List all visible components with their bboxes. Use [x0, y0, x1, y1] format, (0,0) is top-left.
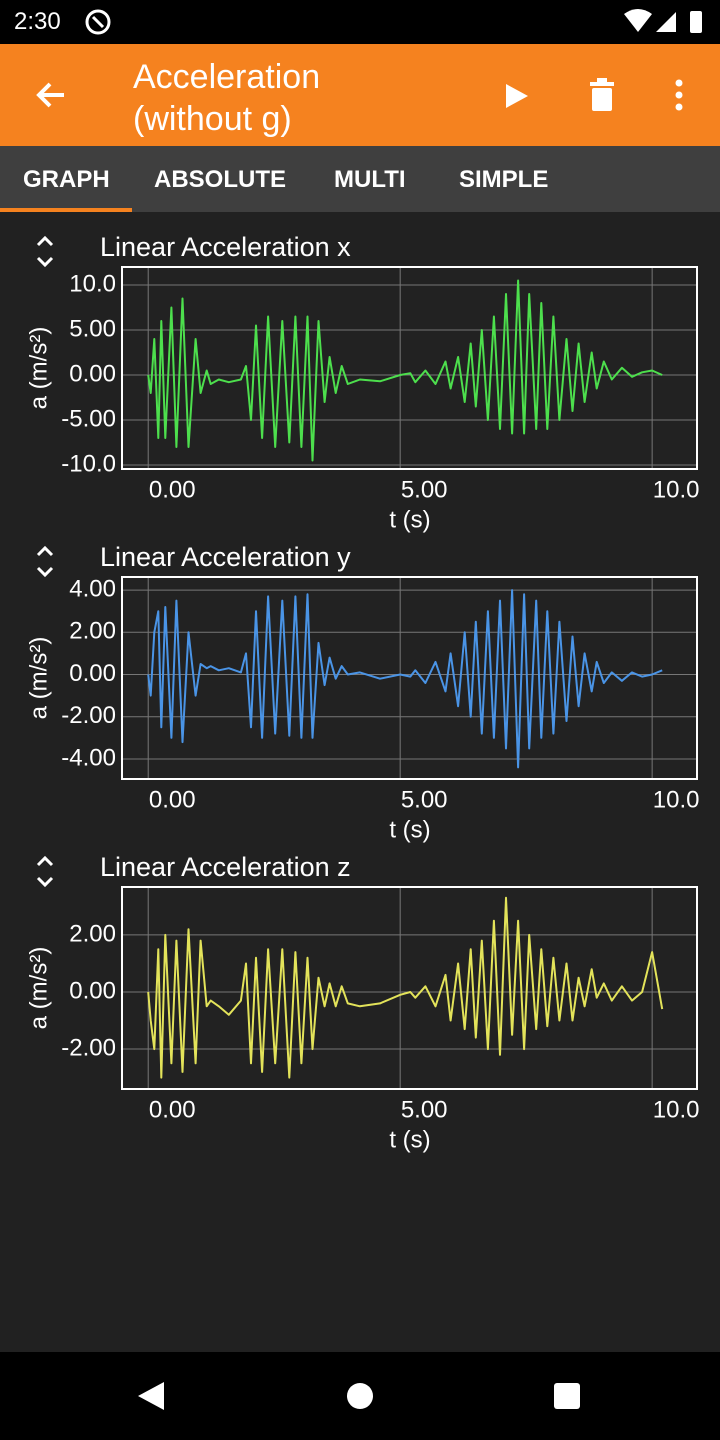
- expand-toggle[interactable]: [36, 545, 54, 578]
- y-tick-label: 5.00: [69, 315, 116, 342]
- plot-background: [122, 887, 697, 1089]
- plot-frame: [121, 266, 698, 470]
- plot-background: [122, 267, 697, 469]
- y-tick-label: 2.00: [69, 618, 116, 645]
- clock: 2:30: [14, 8, 61, 35]
- nav-buttons[interactable]: [130, 1376, 590, 1416]
- chart-title: Linear Acceleration x: [100, 232, 351, 262]
- tab[interactable]: SIMPLE: [459, 166, 549, 193]
- chart-title: Linear Acceleration y: [100, 542, 351, 572]
- y-axis-label: a (m/s²): [25, 947, 52, 1030]
- y-tick-label: -10.0: [61, 450, 116, 477]
- status-icon: [85, 9, 111, 35]
- x-tick-label: 0.00: [149, 476, 196, 503]
- y-tick-label: 2.00: [69, 920, 116, 947]
- x-tick-label: 0.00: [149, 1096, 196, 1123]
- expand-toggle[interactable]: [36, 235, 54, 268]
- x-axis-label: t (s): [389, 1126, 430, 1153]
- tab[interactable]: GRAPH: [23, 166, 110, 193]
- chart-title: Linear Acceleration z: [100, 852, 351, 882]
- x-tick-label: 10.0: [653, 786, 700, 813]
- y-tick-label: -5.00: [61, 405, 116, 432]
- y-tick-label: -4.00: [61, 744, 116, 771]
- status-bar: 2:30: [0, 0, 720, 44]
- toggle-arrow: [36, 855, 54, 888]
- delete-button[interactable]: [588, 78, 616, 112]
- x-tick-label: 0.00: [149, 786, 196, 813]
- tab[interactable]: ABSOLUTE: [154, 166, 286, 193]
- y-tick-label: -2.00: [61, 1034, 116, 1061]
- tab-indicator: [0, 208, 132, 212]
- y-tick-label: 10.0: [69, 270, 116, 297]
- x-tick-label: 5.00: [401, 1096, 448, 1123]
- menu-button[interactable]: [672, 78, 686, 112]
- plot-background: [122, 577, 697, 779]
- x-axis-label: t (s): [389, 506, 430, 533]
- y-tick-label: 0.00: [69, 360, 116, 387]
- tab-bar: GRAPH ABSOLUTE MULTI SIMPLE: [0, 146, 720, 212]
- x-tick-label: 10.0: [653, 1096, 700, 1123]
- x-tick-label: 5.00: [401, 476, 448, 503]
- toggle-arrow: [36, 545, 54, 578]
- app-bar: Acceleration (without g): [0, 44, 720, 146]
- plot-frame: [121, 886, 698, 1090]
- y-tick-label: -2.00: [61, 702, 116, 729]
- data-line: [147, 589, 663, 769]
- y-tick-label: 0.00: [69, 660, 116, 687]
- y-axis-label: a (m/s²): [25, 327, 52, 410]
- y-tick-label: 4.00: [69, 575, 116, 602]
- x-tick-label: 10.0: [653, 476, 700, 503]
- status-icons: [624, 9, 702, 33]
- play-button[interactable]: [502, 82, 530, 110]
- x-tick-label: 5.00: [401, 786, 448, 813]
- tab[interactable]: MULTI: [334, 166, 406, 193]
- x-axis-label: t (s): [389, 816, 430, 843]
- back-button[interactable]: [34, 78, 68, 112]
- y-axis-label: a (m/s²): [25, 637, 52, 720]
- nav-bar: [0, 1352, 720, 1440]
- toggle-arrow: [36, 235, 54, 268]
- plot-frame: [121, 576, 698, 780]
- y-tick-label: 0.00: [69, 977, 116, 1004]
- data-line: [147, 896, 664, 1079]
- expand-toggle[interactable]: [36, 855, 54, 888]
- app-title: Acceleration (without g): [133, 58, 321, 138]
- data-line: [147, 279, 663, 462]
